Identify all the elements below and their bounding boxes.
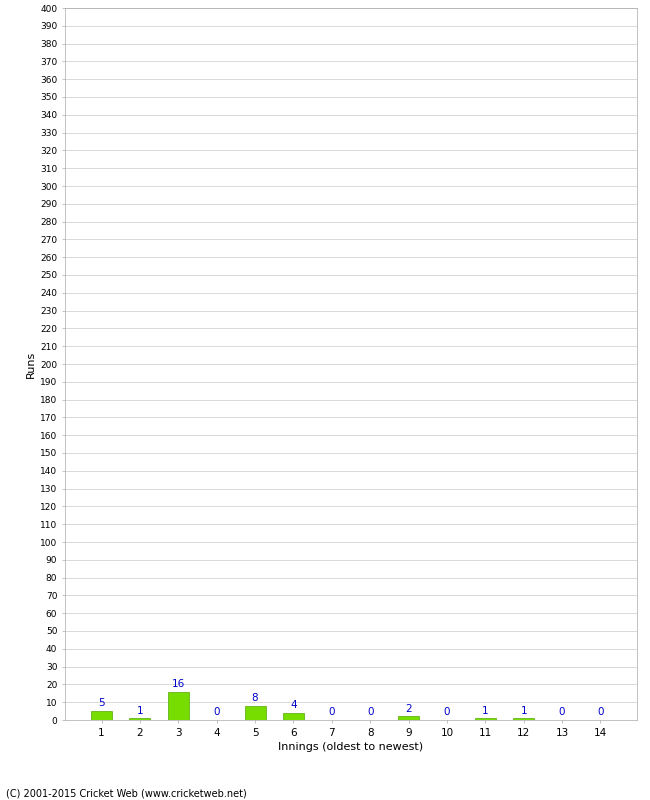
Text: 0: 0 [328,707,335,718]
Text: 8: 8 [252,693,258,703]
Text: 4: 4 [290,700,297,710]
Text: (C) 2001-2015 Cricket Web (www.cricketweb.net): (C) 2001-2015 Cricket Web (www.cricketwe… [6,789,247,798]
Bar [91,711,112,720]
Bar [283,713,304,720]
X-axis label: Innings (oldest to newest): Innings (oldest to newest) [278,742,424,752]
Text: 0: 0 [597,707,604,718]
Bar [398,717,419,720]
Bar [129,718,151,720]
Text: 2: 2 [405,704,412,714]
Y-axis label: Runs: Runs [26,350,36,378]
Text: 0: 0 [367,707,374,718]
Text: 16: 16 [172,679,185,689]
Text: 0: 0 [444,707,450,718]
Text: 1: 1 [482,706,489,715]
Bar [474,718,496,720]
Bar [168,691,189,720]
Text: 1: 1 [136,706,143,715]
Bar [244,706,266,720]
Text: 5: 5 [98,698,105,709]
Bar [513,718,534,720]
Text: 0: 0 [559,707,566,718]
Text: 1: 1 [521,706,527,715]
Text: 0: 0 [213,707,220,718]
